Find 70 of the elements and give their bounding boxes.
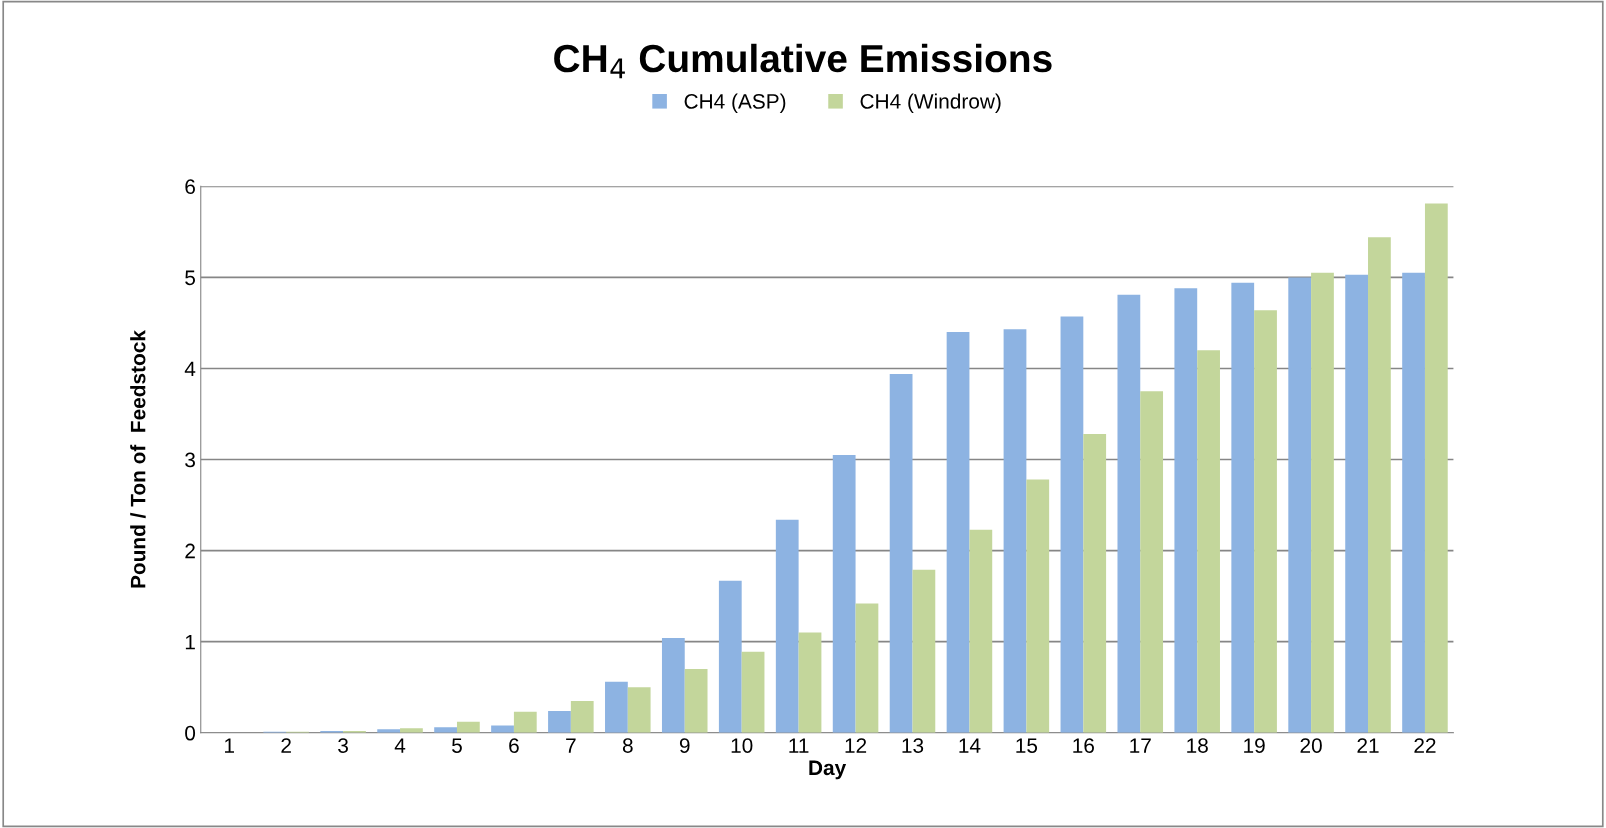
bar <box>1140 391 1164 733</box>
x-tick-label: 14 <box>959 738 981 753</box>
bar <box>570 700 594 733</box>
x-tick-label: 13 <box>902 738 924 753</box>
bar <box>491 725 514 733</box>
bar <box>684 669 708 733</box>
x-tick-label: 4 <box>394 738 406 753</box>
x-tick-label: 2 <box>281 738 291 753</box>
x-tick-label: 8 <box>622 738 633 753</box>
bar <box>1060 316 1084 733</box>
x-tick-label: 11 <box>789 738 809 753</box>
bar <box>912 569 936 733</box>
bar <box>1231 282 1255 733</box>
bar <box>1026 479 1050 733</box>
bar <box>513 711 537 733</box>
x-tick-label: 3 <box>338 738 348 753</box>
x-axis-title: Day <box>809 760 847 780</box>
bar <box>798 632 822 733</box>
legend-label: CH4 (ASP) <box>684 93 786 113</box>
x-tick-label: 10 <box>731 738 753 753</box>
bar <box>889 373 913 733</box>
bar <box>1117 294 1141 733</box>
x-tick-label: 5 <box>452 738 462 753</box>
bar <box>1197 350 1220 733</box>
x-tick-label: 17 <box>1130 738 1151 753</box>
bar <box>456 721 480 733</box>
bar <box>1368 237 1391 733</box>
bar <box>1311 272 1334 733</box>
bar <box>661 638 685 733</box>
x-tick-label: 15 <box>1016 738 1038 753</box>
x-tick-label: 9 <box>679 738 690 753</box>
y-tick-label: 6 <box>185 179 195 195</box>
y-tick-label: 1 <box>185 634 195 650</box>
bar <box>855 603 879 733</box>
x-tick-label: 19 <box>1244 738 1265 753</box>
x-tick-label: 7 <box>566 738 576 753</box>
bar <box>1288 277 1312 733</box>
x-tick-label: 16 <box>1073 738 1094 753</box>
chart-title: CH$_{4}$ Cumulative Emissions <box>554 43 1052 79</box>
bar <box>1174 288 1198 733</box>
bar <box>548 710 571 733</box>
bar <box>832 454 856 733</box>
y-axis-title: Pound / Ton of Feedstock <box>130 330 146 588</box>
bar <box>1254 310 1277 733</box>
bar <box>1424 203 1448 733</box>
bar <box>1083 434 1107 733</box>
bar <box>434 727 457 733</box>
y-tick-label: 4 <box>184 361 196 377</box>
x-tick-label: 18 <box>1187 738 1208 753</box>
bar <box>1003 329 1027 733</box>
bar <box>946 332 970 733</box>
x-tick-label: 12 <box>845 738 867 753</box>
bar <box>1345 274 1369 733</box>
x-tick-label: 1 <box>225 738 234 753</box>
legend-label: CH4 (Windrow) <box>860 93 1001 113</box>
x-tick-label: 20 <box>1300 738 1322 753</box>
y-tick-label: 0 <box>185 725 196 741</box>
y-tick-label: 5 <box>185 270 196 286</box>
bar <box>605 681 628 733</box>
bar <box>741 651 765 733</box>
y-tick-label: 2 <box>185 543 195 559</box>
bar <box>775 519 799 733</box>
bar <box>627 687 651 733</box>
x-tick-label: 6 <box>509 738 519 753</box>
x-tick-label: 21 <box>1357 738 1379 753</box>
bar <box>1402 272 1425 733</box>
x-tick-label: 22 <box>1414 738 1436 753</box>
bar <box>718 580 742 733</box>
bar <box>969 529 993 733</box>
y-tick-label: 3 <box>185 452 195 468</box>
